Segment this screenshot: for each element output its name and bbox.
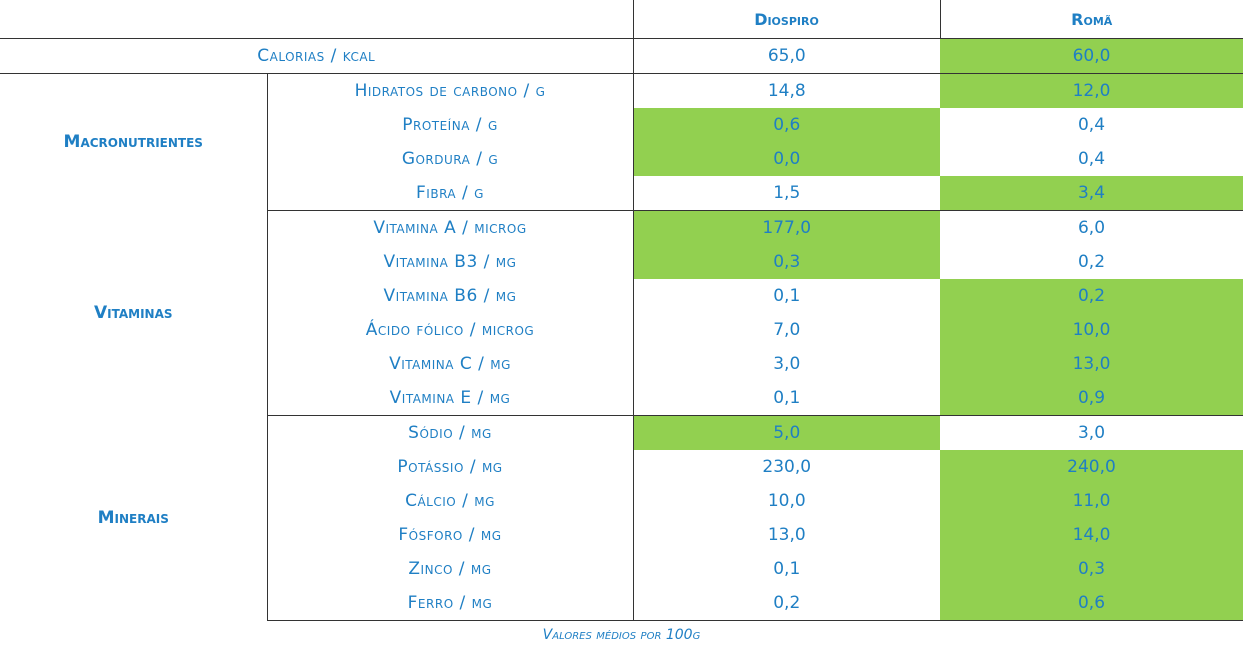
row-label: Ácido fólico / microg xyxy=(365,320,535,340)
data-row: Vitamina B3 / mg 0,3 0,2 xyxy=(0,245,1243,279)
row-label: Vitamina B3 / mg xyxy=(383,252,517,272)
row-label: Proteína / g xyxy=(402,115,498,135)
row-label: Vitamina C / mg xyxy=(389,354,511,374)
header-blank xyxy=(0,0,633,39)
data-row: Ferro / mg 0,2 0,6 xyxy=(0,586,1243,621)
row-label: Sódio / mg xyxy=(408,423,492,443)
value-cell: 3,4 xyxy=(940,176,1243,211)
value-cell: 0,2 xyxy=(632,586,940,621)
data-row: Potássio / mg 230,0 240,0 xyxy=(0,450,1243,484)
value-cell: 0,1 xyxy=(632,552,940,586)
data-row: Gordura / g 0,0 0,4 xyxy=(0,142,1243,176)
row-label: Zinco / mg xyxy=(408,559,492,579)
value-cell: 0,1 xyxy=(632,381,940,416)
data-row: Fósforo / mg 13,0 14,0 xyxy=(0,518,1243,552)
row-label: Hidratos de carbono / g xyxy=(354,81,546,101)
value-cell: 0,6 xyxy=(632,108,940,142)
value-cell: 5,0 xyxy=(632,415,940,450)
data-row: Vitamina B6 / mg 0,1 0,2 xyxy=(0,279,1243,313)
row-label: Calorias / kcal xyxy=(0,38,633,74)
value-cell: 230,0 xyxy=(632,450,940,484)
value-cell: 3,0 xyxy=(1077,423,1106,443)
footnote-row: Valores médios por 100g xyxy=(0,621,1243,662)
value-cell: 6,0 xyxy=(1077,218,1106,238)
data-row: Ácido fólico / microg 7,0 10,0 xyxy=(0,313,1243,347)
data-row: Vitaminas Vitamina A / microg 177,0 6,0 xyxy=(0,210,1243,416)
footnote: Valores médios por 100g xyxy=(542,627,701,643)
group-label: Minerais xyxy=(0,415,268,621)
data-row: Zinco / mg 0,1 0,3 xyxy=(0,552,1243,586)
row-label: Fibra / g xyxy=(267,176,633,211)
value-cell: 0,1 xyxy=(632,279,940,313)
data-row: Macronutrientes Hidratos de carbono / g 14… xyxy=(0,73,1243,211)
value-cell: 240,0 xyxy=(940,450,1243,484)
value-cell: 0,3 xyxy=(940,552,1243,586)
data-row: Fibra / g 1,5 3,4 xyxy=(0,176,1243,211)
row-label: Ferro / mg xyxy=(267,586,633,621)
row-label: Cálcio / mg xyxy=(405,491,495,511)
data-row: Vitamina E / mg 0,1 0,9 xyxy=(0,381,1243,416)
value-cell: 1,5 xyxy=(632,176,940,211)
group-label: Macronutrientes xyxy=(0,73,268,211)
value-cell: 14,8 xyxy=(632,73,940,108)
value-cell: 11,0 xyxy=(940,484,1243,518)
value-cell: 13,0 xyxy=(940,347,1243,381)
value-cell: 7,0 xyxy=(632,313,940,347)
value-cell: 65,0 xyxy=(632,38,940,74)
value-cell: 10,0 xyxy=(940,313,1243,347)
row-label: Vitamina E / mg xyxy=(267,381,633,416)
value-cell: 0,4 xyxy=(1077,115,1106,135)
value-cell: 12,0 xyxy=(940,73,1243,108)
data-row: Cálcio / mg 10,0 11,0 xyxy=(0,484,1243,518)
value-cell: 0,2 xyxy=(940,279,1243,313)
row-label: Potássio / mg xyxy=(397,457,503,477)
value-cell: 177,0 xyxy=(632,210,940,245)
group-label: Vitaminas xyxy=(0,210,268,416)
row-label: Fósforo / mg xyxy=(398,525,502,545)
value-cell: 0,4 xyxy=(1077,149,1106,169)
value-cell: 0,2 xyxy=(1077,252,1106,272)
data-row: Proteína / g 0,6 0,4 xyxy=(0,108,1243,142)
data-row: Minerais Sódio / mg 5,0 3,0 xyxy=(0,415,1243,621)
value-cell: 10,0 xyxy=(632,484,940,518)
column-header: Romã xyxy=(939,0,1243,39)
value-cell: 0,3 xyxy=(632,245,940,279)
value-cell: 0,0 xyxy=(632,142,940,176)
value-cell: 3,0 xyxy=(632,347,940,381)
value-cell: 13,0 xyxy=(632,518,940,552)
value-cell: 0,6 xyxy=(940,586,1243,621)
calories-row: Calorias / kcal 65,0 60,0 xyxy=(0,38,1243,74)
value-cell: 0,9 xyxy=(940,381,1243,416)
header-row: Diospiro Romã xyxy=(0,0,1243,39)
data-row: Vitamina C / mg 3,0 13,0 xyxy=(0,347,1243,381)
value-cell: 14,0 xyxy=(940,518,1243,552)
value-cell: 60,0 xyxy=(940,38,1243,74)
row-label: Vitamina A / microg xyxy=(373,218,527,238)
column-header: Diospiro xyxy=(632,0,940,39)
row-label: Gordura / g xyxy=(401,149,499,169)
row-label: Vitamina B6 / mg xyxy=(383,286,517,306)
